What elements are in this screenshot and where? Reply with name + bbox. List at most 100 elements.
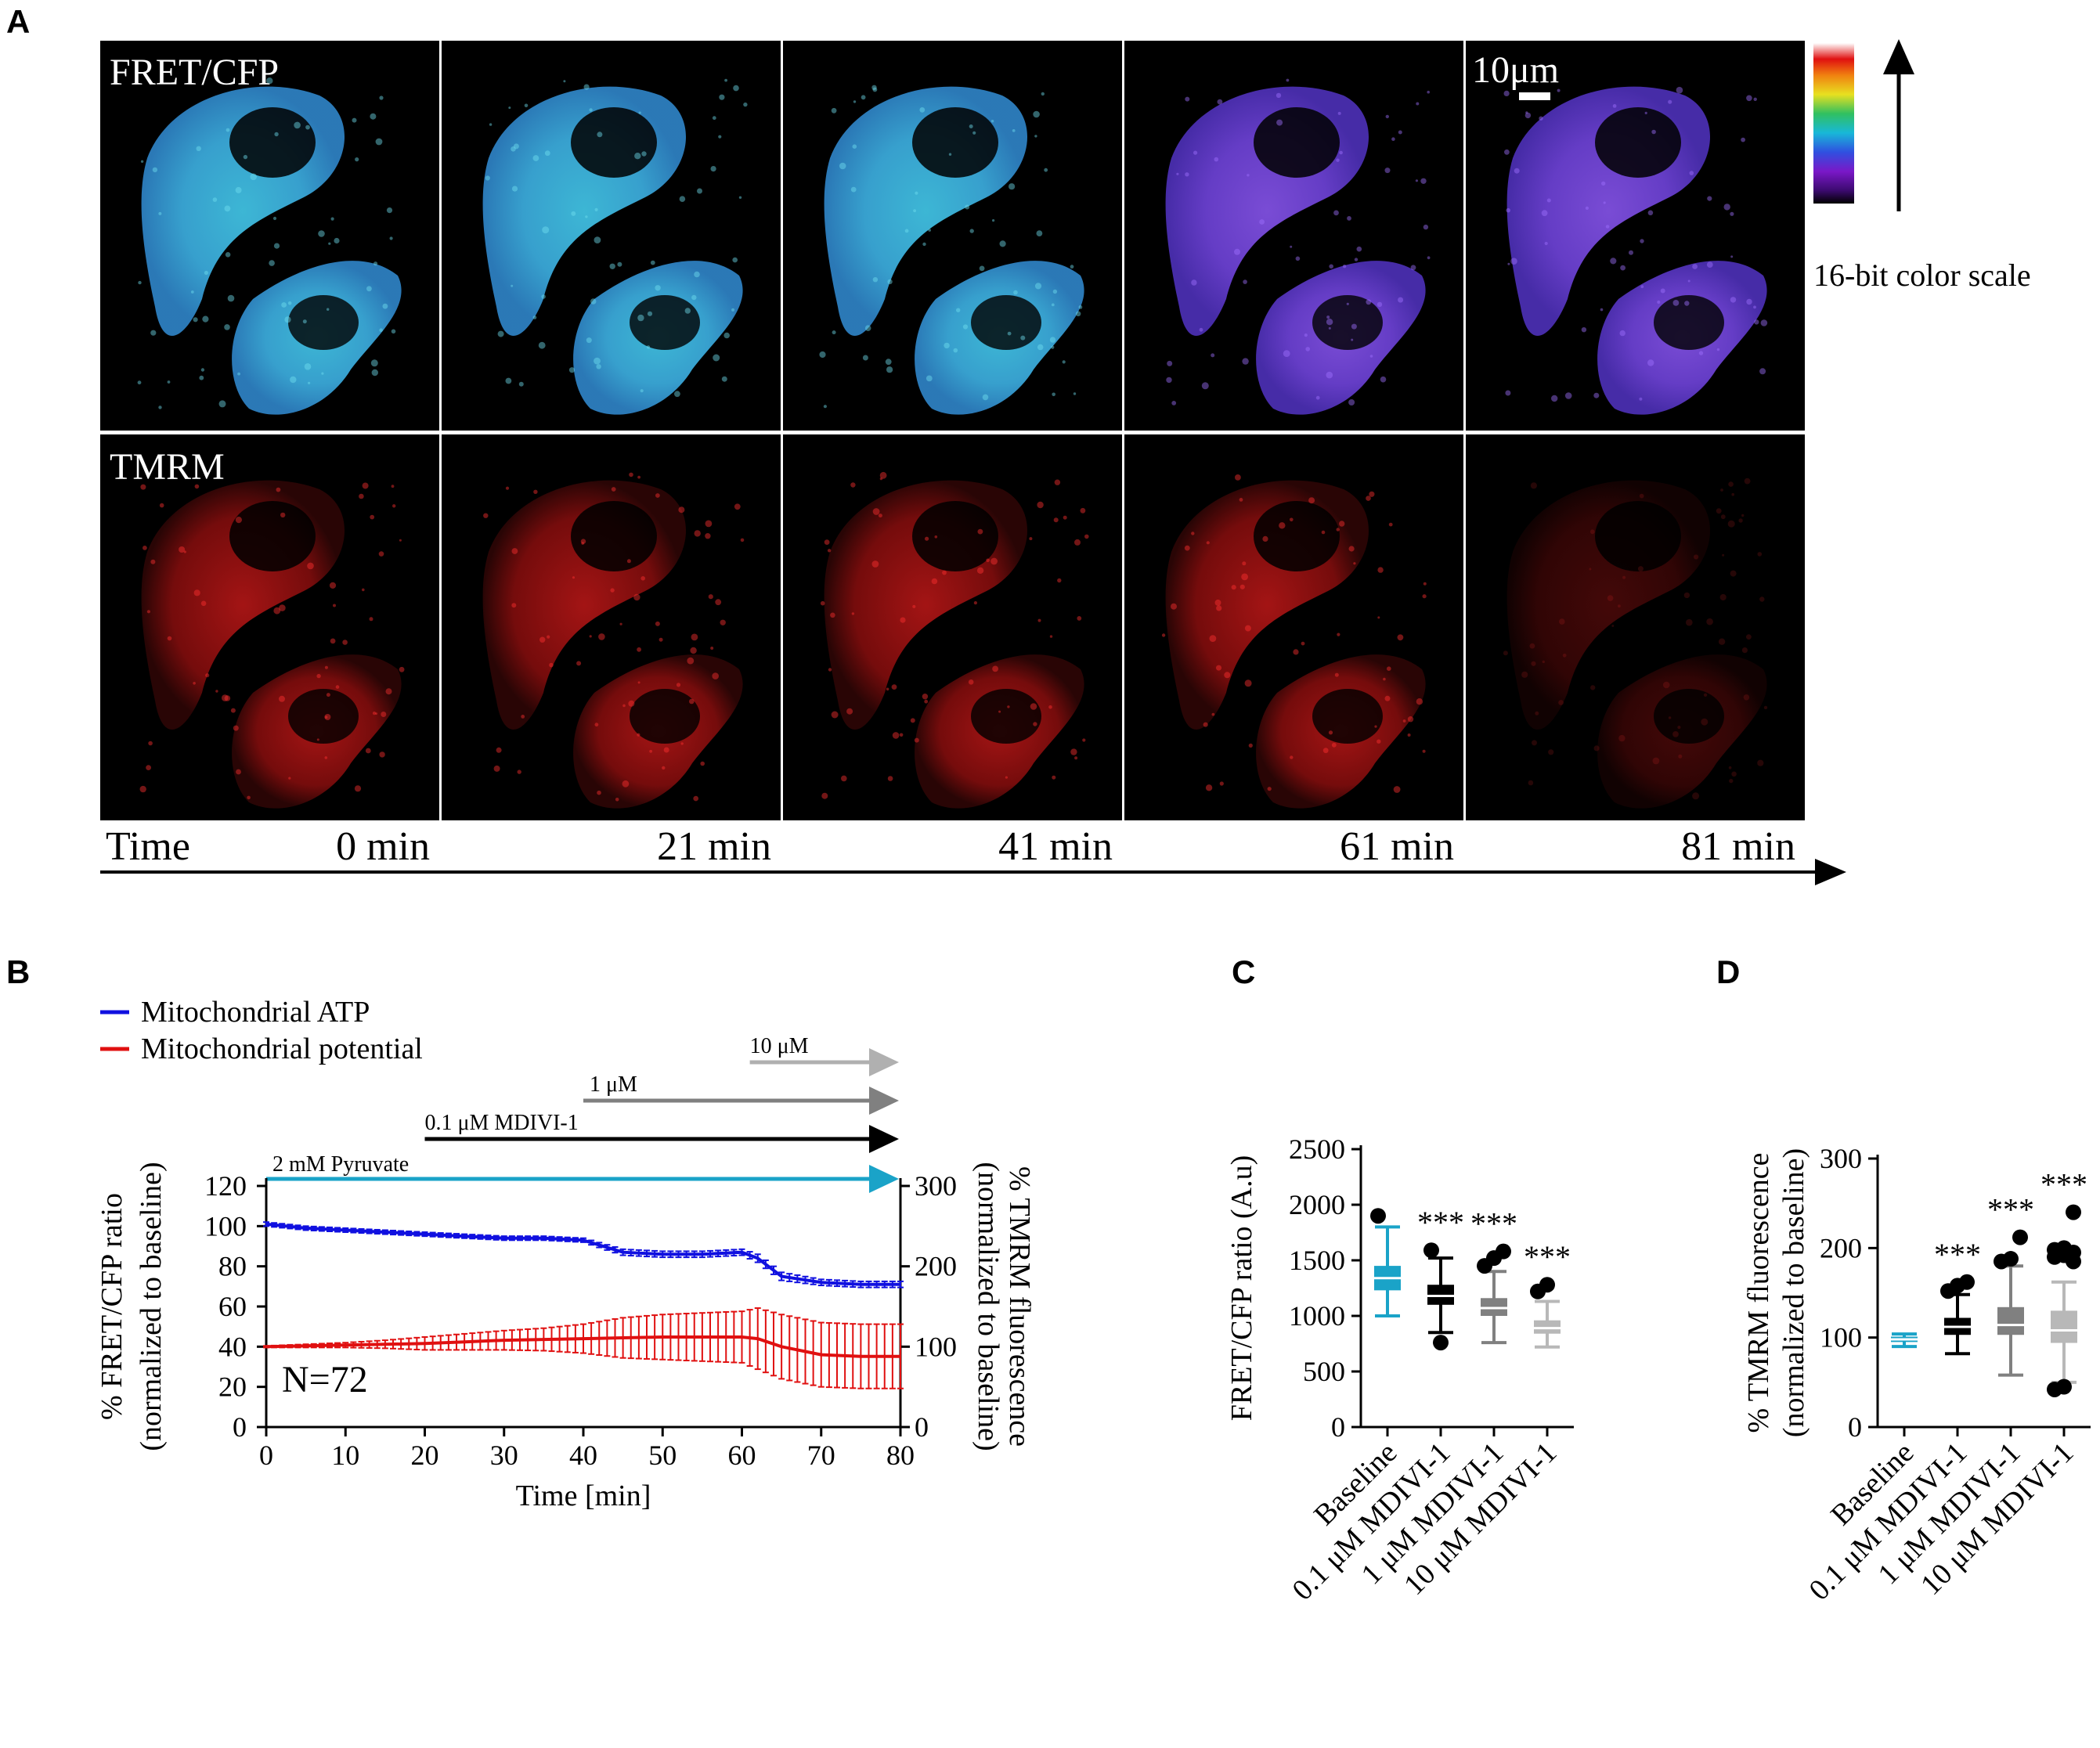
image-speckle bbox=[334, 237, 340, 244]
image-speckle bbox=[222, 694, 229, 701]
fret-image-0 bbox=[100, 41, 439, 431]
x-tick-label: 50 bbox=[648, 1440, 677, 1471]
image-speckle bbox=[236, 769, 241, 775]
image-speckle bbox=[1722, 553, 1725, 557]
image-speckle bbox=[193, 589, 200, 596]
image-speckle bbox=[305, 124, 310, 130]
x-tick-label: 60 bbox=[728, 1440, 756, 1471]
image-speckle bbox=[304, 363, 312, 370]
x-axis-title: Time [min] bbox=[516, 1479, 651, 1512]
image-speckle bbox=[821, 792, 828, 799]
image-speckle bbox=[1759, 596, 1765, 602]
image-speckle bbox=[1622, 575, 1626, 579]
y-tick-label-right: 100 bbox=[915, 1331, 957, 1362]
image-speckle bbox=[899, 733, 904, 737]
image-speckle bbox=[1763, 705, 1768, 710]
image-speckle bbox=[1082, 738, 1086, 742]
cell-upper-nucleus bbox=[229, 501, 316, 571]
image-speckle bbox=[318, 230, 325, 237]
x-tick-label: 80 bbox=[886, 1440, 915, 1471]
y-axis-title: % TMRM fluorescence bbox=[1742, 1152, 1775, 1433]
image-speckle bbox=[1339, 521, 1345, 527]
image-speckle bbox=[633, 593, 640, 601]
image-speckle bbox=[986, 558, 990, 563]
image-speckle bbox=[1629, 250, 1633, 255]
image-speckle bbox=[1741, 514, 1745, 517]
image-speckle bbox=[1295, 256, 1301, 261]
image-speckle bbox=[720, 619, 726, 625]
image-speckle bbox=[1286, 78, 1290, 82]
significance-stars: *** bbox=[2040, 1167, 2087, 1202]
image-speckle bbox=[992, 665, 998, 672]
image-speckle bbox=[649, 749, 652, 753]
image-speckle bbox=[956, 308, 961, 312]
y-tick-label-left: 0 bbox=[233, 1411, 247, 1443]
cell-lower-nucleus bbox=[1312, 689, 1383, 744]
image-speckle bbox=[1510, 258, 1517, 265]
image-speckle bbox=[1427, 256, 1431, 260]
image-speckle bbox=[1397, 634, 1404, 641]
image-speckle bbox=[342, 640, 348, 645]
image-speckle bbox=[1366, 496, 1371, 501]
y-tick-label-left: 100 bbox=[204, 1210, 247, 1242]
image-speckle bbox=[1422, 594, 1427, 599]
image-speckle bbox=[1422, 749, 1426, 753]
image-speckle bbox=[140, 160, 144, 163]
image-speckle bbox=[200, 600, 207, 607]
image-speckle bbox=[1205, 784, 1213, 791]
image-speckle bbox=[1706, 618, 1713, 625]
image-speckle bbox=[1677, 726, 1681, 730]
image-speckle bbox=[568, 367, 576, 373]
image-speckle bbox=[948, 153, 952, 156]
image-speckle bbox=[1644, 111, 1647, 114]
image-speckle bbox=[1283, 350, 1290, 357]
image-speckle bbox=[1369, 491, 1375, 497]
y-tick-label-left: 120 bbox=[204, 1170, 247, 1202]
image-speckle bbox=[1694, 554, 1699, 560]
image-speckle bbox=[684, 308, 691, 314]
treatment-arrowhead-icon bbox=[869, 1165, 899, 1193]
image-speckle bbox=[1585, 206, 1589, 210]
image-speckle bbox=[1293, 649, 1299, 655]
panel-b-treatment-arrows: 10 μM 1 μM 0.1 μM MDIVI-1 2 mM Pyruvate bbox=[266, 1034, 899, 1193]
image-speckle bbox=[998, 710, 1001, 713]
image-speckle bbox=[1503, 651, 1508, 656]
image-speckle bbox=[1668, 99, 1672, 104]
significance-stars: *** bbox=[1987, 1192, 2034, 1227]
y-tick-label: 2500 bbox=[1289, 1133, 1345, 1165]
image-speckle bbox=[140, 484, 146, 490]
image-speckle bbox=[1528, 780, 1534, 786]
image-speckle bbox=[872, 508, 880, 515]
image-speckle bbox=[1637, 566, 1644, 572]
panel-d-letter: D bbox=[1716, 953, 1740, 990]
panel-b-letter: B bbox=[6, 953, 30, 990]
image-speckle bbox=[273, 607, 281, 615]
image-speckle bbox=[1191, 532, 1195, 535]
image-speckle bbox=[1077, 616, 1082, 621]
y-axis-title-sub: (normalized to baseline) bbox=[1777, 1148, 1810, 1437]
image-speckle bbox=[1034, 135, 1037, 138]
image-speckle bbox=[637, 475, 640, 479]
image-speckle bbox=[1013, 290, 1018, 295]
treatment-label: 1 μM bbox=[590, 1072, 637, 1097]
image-speckle bbox=[663, 747, 669, 753]
image-speckle bbox=[150, 559, 156, 564]
image-speckle bbox=[638, 111, 641, 114]
significance-stars: *** bbox=[1524, 1239, 1571, 1274]
image-speckle bbox=[1348, 546, 1355, 552]
image-speckle bbox=[1716, 348, 1720, 351]
image-speckle bbox=[1686, 618, 1693, 626]
image-speckle bbox=[583, 84, 590, 90]
image-speckle bbox=[1322, 748, 1329, 754]
image-speckle bbox=[379, 751, 385, 758]
image-speckle bbox=[1279, 522, 1286, 529]
image-speckle bbox=[1600, 308, 1604, 312]
image-speckle bbox=[705, 533, 711, 539]
tmrm-image-4 bbox=[1466, 434, 1805, 820]
image-speckle bbox=[321, 372, 324, 375]
series-line bbox=[265, 1335, 900, 1358]
image-speckle bbox=[1078, 305, 1083, 309]
image-speckle bbox=[1176, 172, 1179, 175]
image-speckle bbox=[379, 328, 383, 333]
image-speckle bbox=[1692, 792, 1700, 800]
